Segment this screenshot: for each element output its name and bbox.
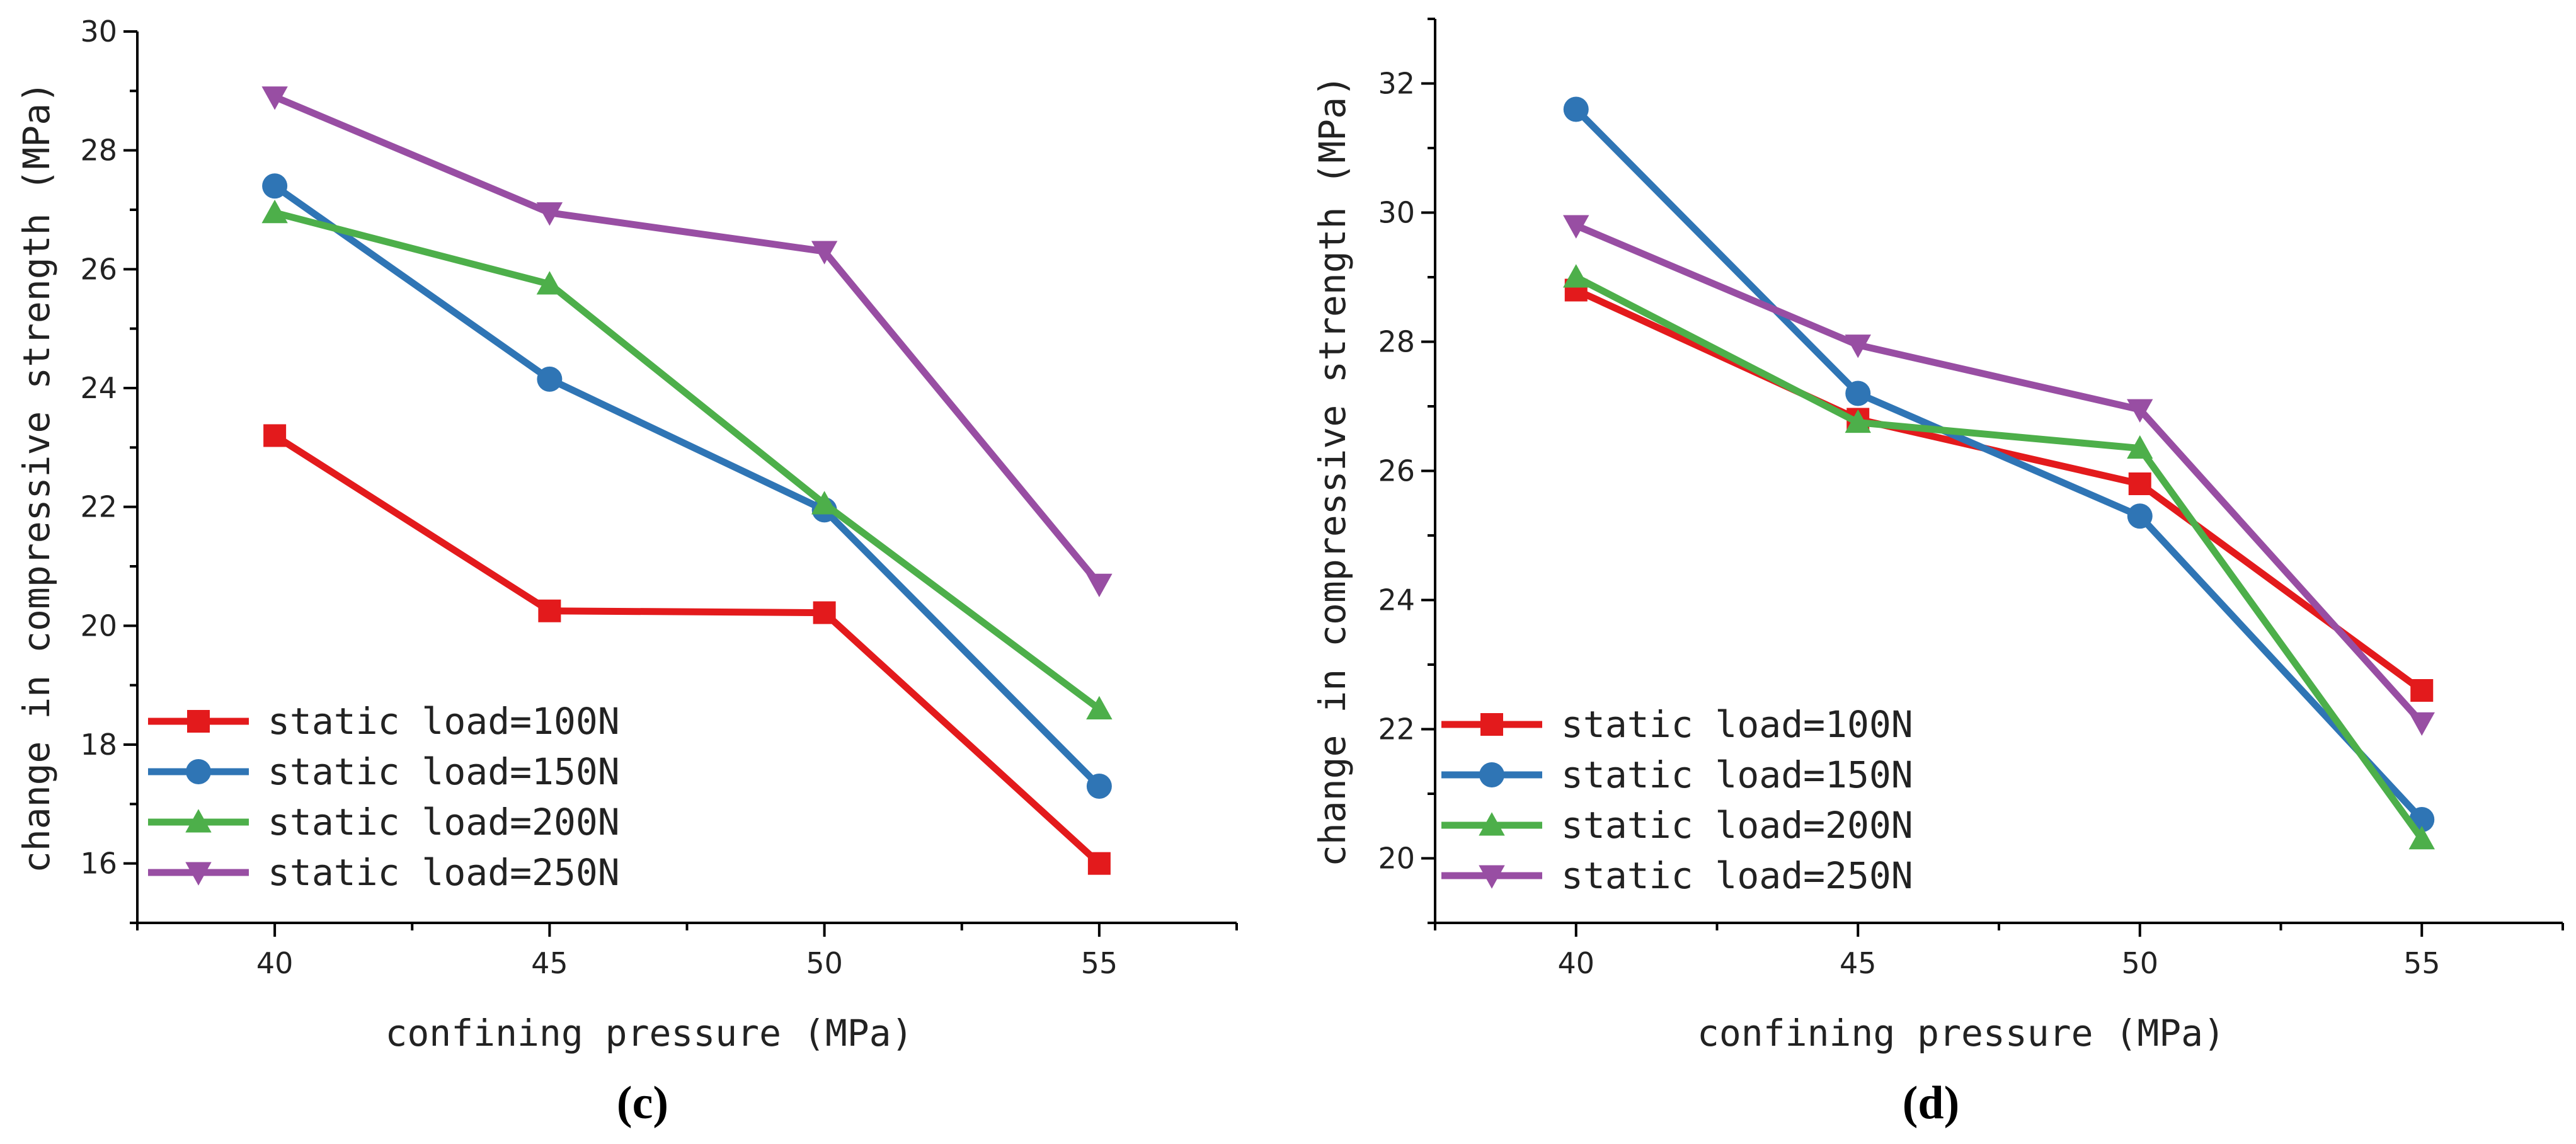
legend: static load=100N static load=150N static l… <box>148 700 620 894</box>
series-static-load-100n <box>263 424 1111 875</box>
series-line <box>1572 287 2425 694</box>
x-tick-label: 55 <box>2403 946 2441 980</box>
x-tick-label: 40 <box>1557 946 1594 980</box>
series-static-load-200n <box>261 200 1113 719</box>
data-point-triangle-up <box>811 491 838 515</box>
y-tick-label: 18 <box>80 728 117 762</box>
data-point-triangle-down <box>1563 215 1589 239</box>
data-point-triangle-down <box>811 241 838 265</box>
data-point-circle <box>262 173 288 199</box>
data-point-triangle-down <box>536 202 563 226</box>
y-tick-label: 24 <box>1378 583 1415 617</box>
data-point-triangle-up <box>1845 409 1871 433</box>
x-axis-label: confining pressure (MPa) <box>385 1012 913 1055</box>
series-line <box>271 182 1103 790</box>
data-point-square <box>538 599 561 622</box>
series-static-load-250n <box>261 86 1113 597</box>
legend-marker <box>185 862 212 886</box>
y-tick-label: 28 <box>80 134 117 168</box>
legend-label: static load=100N <box>268 700 620 743</box>
legend-marker <box>1479 762 1504 787</box>
legend-marker <box>185 809 212 833</box>
x-axis-label: confining pressure (MPa) <box>1697 1012 2225 1055</box>
chart-panel-c: 16 18 20 22 24 26 28 30 40 45 50 55 confining pressu… <box>15 14 1238 1129</box>
data-point-triangle-down <box>2408 712 2435 736</box>
data-point-square <box>1087 852 1111 875</box>
panel-label: (d) <box>1903 1077 1959 1129</box>
y-tick-label: 30 <box>80 14 117 49</box>
y-tick-label: 30 <box>1378 196 1415 230</box>
legend-label: static load=100N <box>1561 703 1913 746</box>
series-line <box>271 93 1103 588</box>
legend-marker <box>1479 865 1505 889</box>
data-point-circle <box>1563 96 1589 122</box>
y-tick-label: 26 <box>1378 454 1415 488</box>
series-line <box>1572 273 2425 843</box>
y-axis-label: change in compressive strength (MPa) <box>1311 75 1354 867</box>
legend-marker <box>187 710 210 733</box>
data-point-circle <box>1086 774 1112 799</box>
legend-label: static load=250N <box>268 851 620 894</box>
legend-label: static load=150N <box>268 750 620 793</box>
y-tick-label: 28 <box>1378 325 1415 359</box>
data-point-triangle-up <box>2127 435 2153 459</box>
legend-label: static load=250N <box>1561 854 1913 897</box>
legend: static load=100N static load=150N static l… <box>1441 703 1913 897</box>
data-point-square <box>813 601 836 624</box>
legend-marker <box>186 759 211 784</box>
y-tick-label: 32 <box>1378 67 1415 101</box>
series-static-load-150n <box>1563 96 2435 832</box>
x-tick-label: 50 <box>806 946 843 980</box>
series-line <box>1572 222 2425 726</box>
data-point-circle <box>2127 503 2153 529</box>
y-axis-label: change in compressive strength (MPa) <box>15 81 58 873</box>
data-point-square <box>2128 472 2151 495</box>
series-static-load-200n <box>1563 264 2435 850</box>
legend-label: static load=150N <box>1561 753 1913 796</box>
data-point-square <box>263 424 287 447</box>
series-line <box>271 209 1103 712</box>
data-point-triangle-down <box>1845 335 1871 358</box>
y-tick-label: 20 <box>80 609 117 643</box>
x-tick-label: 45 <box>1840 946 1877 980</box>
data-point-triangle-down <box>2127 399 2153 423</box>
x-tick-label: 50 <box>2121 946 2158 980</box>
y-tick-label: 22 <box>1378 712 1415 746</box>
y-tick-label: 22 <box>80 490 117 524</box>
legend-label: static load=200N <box>1561 804 1913 847</box>
y-tick-label: 24 <box>80 371 117 405</box>
data-point-triangle-down <box>261 86 288 110</box>
x-tick-label: 55 <box>1081 946 1118 980</box>
data-point-triangle-up <box>2408 826 2435 850</box>
legend-label: static load=200N <box>268 801 620 844</box>
panel-label: (c) <box>617 1077 668 1129</box>
data-point-triangle-up <box>536 271 563 295</box>
chart-panel-d: 20 22 24 26 28 30 32 40 45 50 55 confining pressure… <box>1311 18 2564 1129</box>
data-point-triangle-up <box>1563 264 1589 288</box>
y-tick-label: 16 <box>80 847 117 881</box>
series-static-load-250n <box>1563 215 2435 736</box>
x-tick-label: 45 <box>531 946 568 980</box>
legend-marker <box>1479 812 1505 836</box>
series-line <box>1572 106 2425 823</box>
data-point-circle <box>1845 380 1871 406</box>
x-tick-label: 40 <box>256 946 294 980</box>
data-point-triangle-down <box>1086 573 1113 597</box>
y-tick-label: 20 <box>1378 842 1415 876</box>
y-tick-label: 26 <box>80 252 117 286</box>
data-point-triangle-up <box>261 200 288 224</box>
series-line <box>271 432 1103 867</box>
data-point-circle <box>537 366 563 392</box>
data-point-triangle-up <box>1086 695 1113 719</box>
legend-marker <box>1480 713 1503 736</box>
data-point-square <box>2410 679 2434 702</box>
